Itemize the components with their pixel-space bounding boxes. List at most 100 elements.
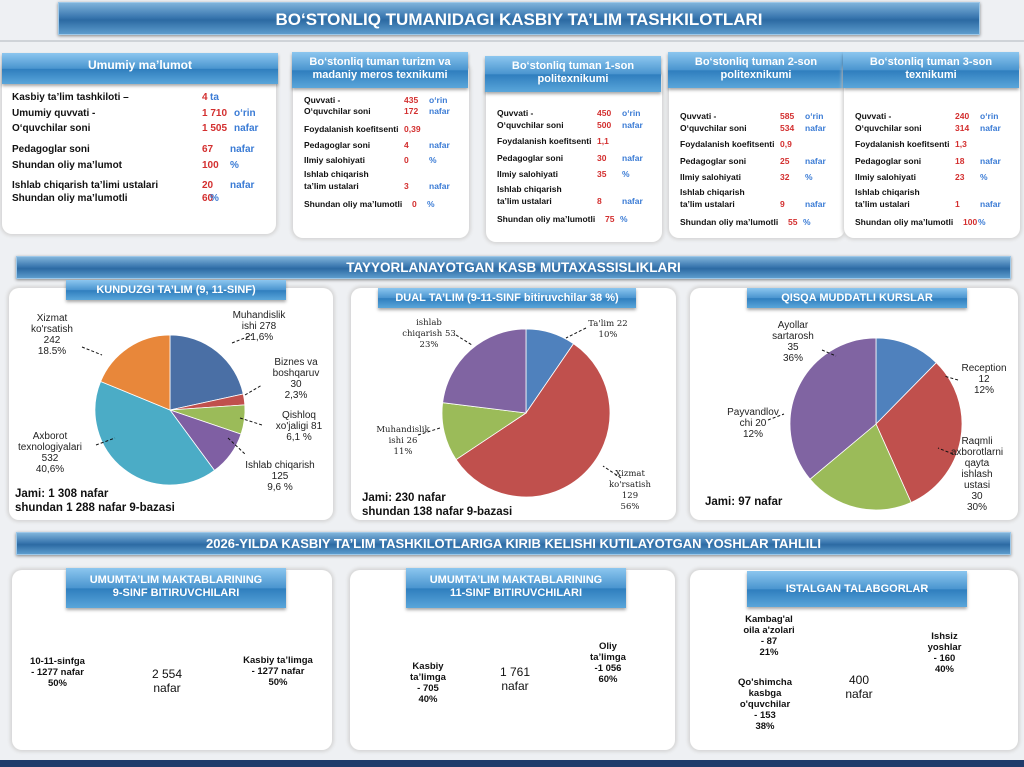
school-row-label: Ishlab chiqarish <box>680 187 745 197</box>
school-row-label: Ishlab chiqarish <box>497 184 562 194</box>
label-line: Muhandislik <box>232 310 286 321</box>
school-row-label: Pedagoglar soni <box>304 140 371 150</box>
label-line: yoshlar <box>927 642 962 653</box>
label-line: Ishsiz <box>931 631 958 642</box>
talabgor-header: ISTALGAN TALABGORLAR <box>747 571 967 607</box>
school-koef-value: 0,39 <box>404 124 421 134</box>
label-line: Ishlab chiqarish <box>245 460 315 471</box>
label-payvandlov: Payvandlov chi 20 12% <box>716 407 790 440</box>
label-line: 2 554 <box>151 667 183 681</box>
school-ilmiy-unit: % <box>622 169 630 179</box>
summary-row-value: 60 <box>202 193 214 204</box>
label-line: 21,6% <box>244 332 274 343</box>
school-oliy-value: 55 <box>788 217 798 227</box>
label-line: 10-11-sinfga <box>30 656 85 667</box>
label-line: - 160 <box>933 653 956 664</box>
school-quvvati-unit: o‘rin <box>622 108 641 118</box>
label-line: 12 <box>978 374 990 385</box>
kunduzgi-total-line1: Jami: 1 308 nafar <box>15 488 109 500</box>
label-line: Raqmli <box>961 436 993 447</box>
page-title: BO‘STONLIQ TUMANIDAGI KASBIY TA’LIM TASH… <box>58 2 980 35</box>
school-oquvchi-unit: nafar <box>805 123 826 133</box>
school-oquvchi-unit: nafar <box>622 120 643 130</box>
school-row-label: Ilmiy salohiyati <box>680 172 741 182</box>
summary-row-unit: nafar <box>234 123 259 134</box>
label-muhandislik2: Muhandislik ishi 26 11% <box>372 425 434 458</box>
label-line: 532 <box>41 453 59 464</box>
summary-row-unit: % <box>210 193 219 204</box>
label-line: 40,6% <box>35 464 65 475</box>
label-line: 1 761 <box>499 665 531 679</box>
label-line: 50% <box>47 678 67 689</box>
label-kasbiy-9: Kasbiy ta’limga - 1277 nafar 50% <box>238 655 318 688</box>
summary-card <box>2 62 276 234</box>
school-row-label: Shundan oliy ma’lumotli <box>304 199 403 209</box>
school-koef-value: 0,9 <box>780 139 792 149</box>
school-quvvati-unit: o‘rin <box>805 111 824 121</box>
school-ped-value: 25 <box>780 156 790 166</box>
donut1-center: 2 554 nafar <box>137 667 197 695</box>
school-ped-unit: nafar <box>805 156 826 166</box>
label-line: - 705 <box>417 683 439 694</box>
label-line: - 1277 nafar <box>31 667 84 678</box>
label-line: 30 <box>290 379 302 390</box>
school-ped-unit: nafar <box>980 156 1001 166</box>
school-header: Bo‘stonliq tuman 2-son politexnikumi <box>668 52 844 88</box>
label-line: Axborot <box>32 431 68 442</box>
label-10-11-sinfga: 10-11-sinfga - 1277 nafar 50% <box>20 656 95 689</box>
summary-row-label: Umumiy quvvati - <box>12 108 96 119</box>
label-line: kasbga <box>748 688 782 699</box>
label-line: Muhandislik <box>376 425 430 435</box>
label-line: oila a'zolari <box>743 625 795 636</box>
school-header: Bo‘stonliq tuman turizm va madaniy meros… <box>292 52 468 88</box>
label-line: 10% <box>598 330 618 340</box>
label-qishloq: Qishloq xo'jaligi 81 6,1 % <box>259 410 339 443</box>
school-oliy-unit: % <box>620 214 628 224</box>
summary-row-unit: nafar <box>230 180 255 191</box>
summary-row: Shundan oliy ma’lumot 100% <box>12 160 239 171</box>
label-raqmli: Raqmli axborotlarni qayta ishlash ustasi 30 30… <box>946 436 1008 513</box>
school-ustalar-unit: nafar <box>429 181 450 191</box>
label-line: Qishloq <box>282 410 316 421</box>
school-row-label: Ishlab chiqarish <box>304 169 369 179</box>
school-card <box>486 68 662 242</box>
school-row-label: Quvvati - <box>497 108 534 118</box>
label-line: ta’limga <box>590 652 626 663</box>
school-ustalar-value: 3 <box>404 181 409 191</box>
label-line: 40% <box>418 694 438 705</box>
label-line: 35 <box>787 342 799 353</box>
summary-row-unit: o‘rin <box>234 108 256 119</box>
school-row-label: O‘quvchilar soni <box>497 120 564 130</box>
summary-row-value: 1 505 <box>202 123 228 134</box>
label-line: Biznes va <box>274 357 318 368</box>
school-koef-value: 1,3 <box>955 139 967 149</box>
title-rule <box>0 40 1024 42</box>
school-ped-value: 30 <box>597 153 607 163</box>
summary-row: Shundan oliy ma’lumotli 60% <box>12 193 219 204</box>
school-card <box>669 62 845 238</box>
summary-row: Pedagoglar soni 67 nafar <box>12 144 254 155</box>
label-line: 36% <box>782 353 803 364</box>
summary-row-label: Shundan oliy ma’lumot <box>12 160 123 171</box>
label-line: 30 <box>971 491 983 502</box>
kurslar-total-line1: Jami: 97 nafar <box>705 496 783 508</box>
kunduzgi-header: KUNDUZGI TA’LIM (9, 11-SINF) <box>66 280 286 300</box>
school-oliy-unit: % <box>978 217 986 227</box>
school-ilmiy-unit: % <box>805 172 813 182</box>
school-row-label: Shundan oliy ma’lumotli <box>855 217 954 227</box>
school-oliy-value: 75 <box>605 214 615 224</box>
dual-total-line1: Jami: 230 nafar <box>362 492 446 504</box>
label-line: Xizmat <box>615 469 645 479</box>
grade9-header: UMUMTA’LIM MAKTABLARINING 9-SINF BITIRUVC… <box>66 568 286 608</box>
grade11-header: UMUMTA’LIM MAKTABLARINING 11-SINF BITIRUV… <box>406 568 626 608</box>
label-line: 40% <box>934 664 954 675</box>
label-line: 30% <box>966 502 987 513</box>
donut2-center: 1 761 nafar <box>485 665 545 693</box>
label-line: 50% <box>268 677 288 688</box>
label-talim: Ta'lim 22 10% <box>578 319 638 341</box>
label-line: Ta'lim 22 <box>588 319 628 329</box>
label-ayollar: Ayollar sartarosh 35 36% <box>760 320 826 364</box>
label-line: ta’limga <box>410 672 446 683</box>
school-row-label: Ishlab chiqarish <box>855 187 920 197</box>
school-ustalar-value: 9 <box>780 199 785 209</box>
